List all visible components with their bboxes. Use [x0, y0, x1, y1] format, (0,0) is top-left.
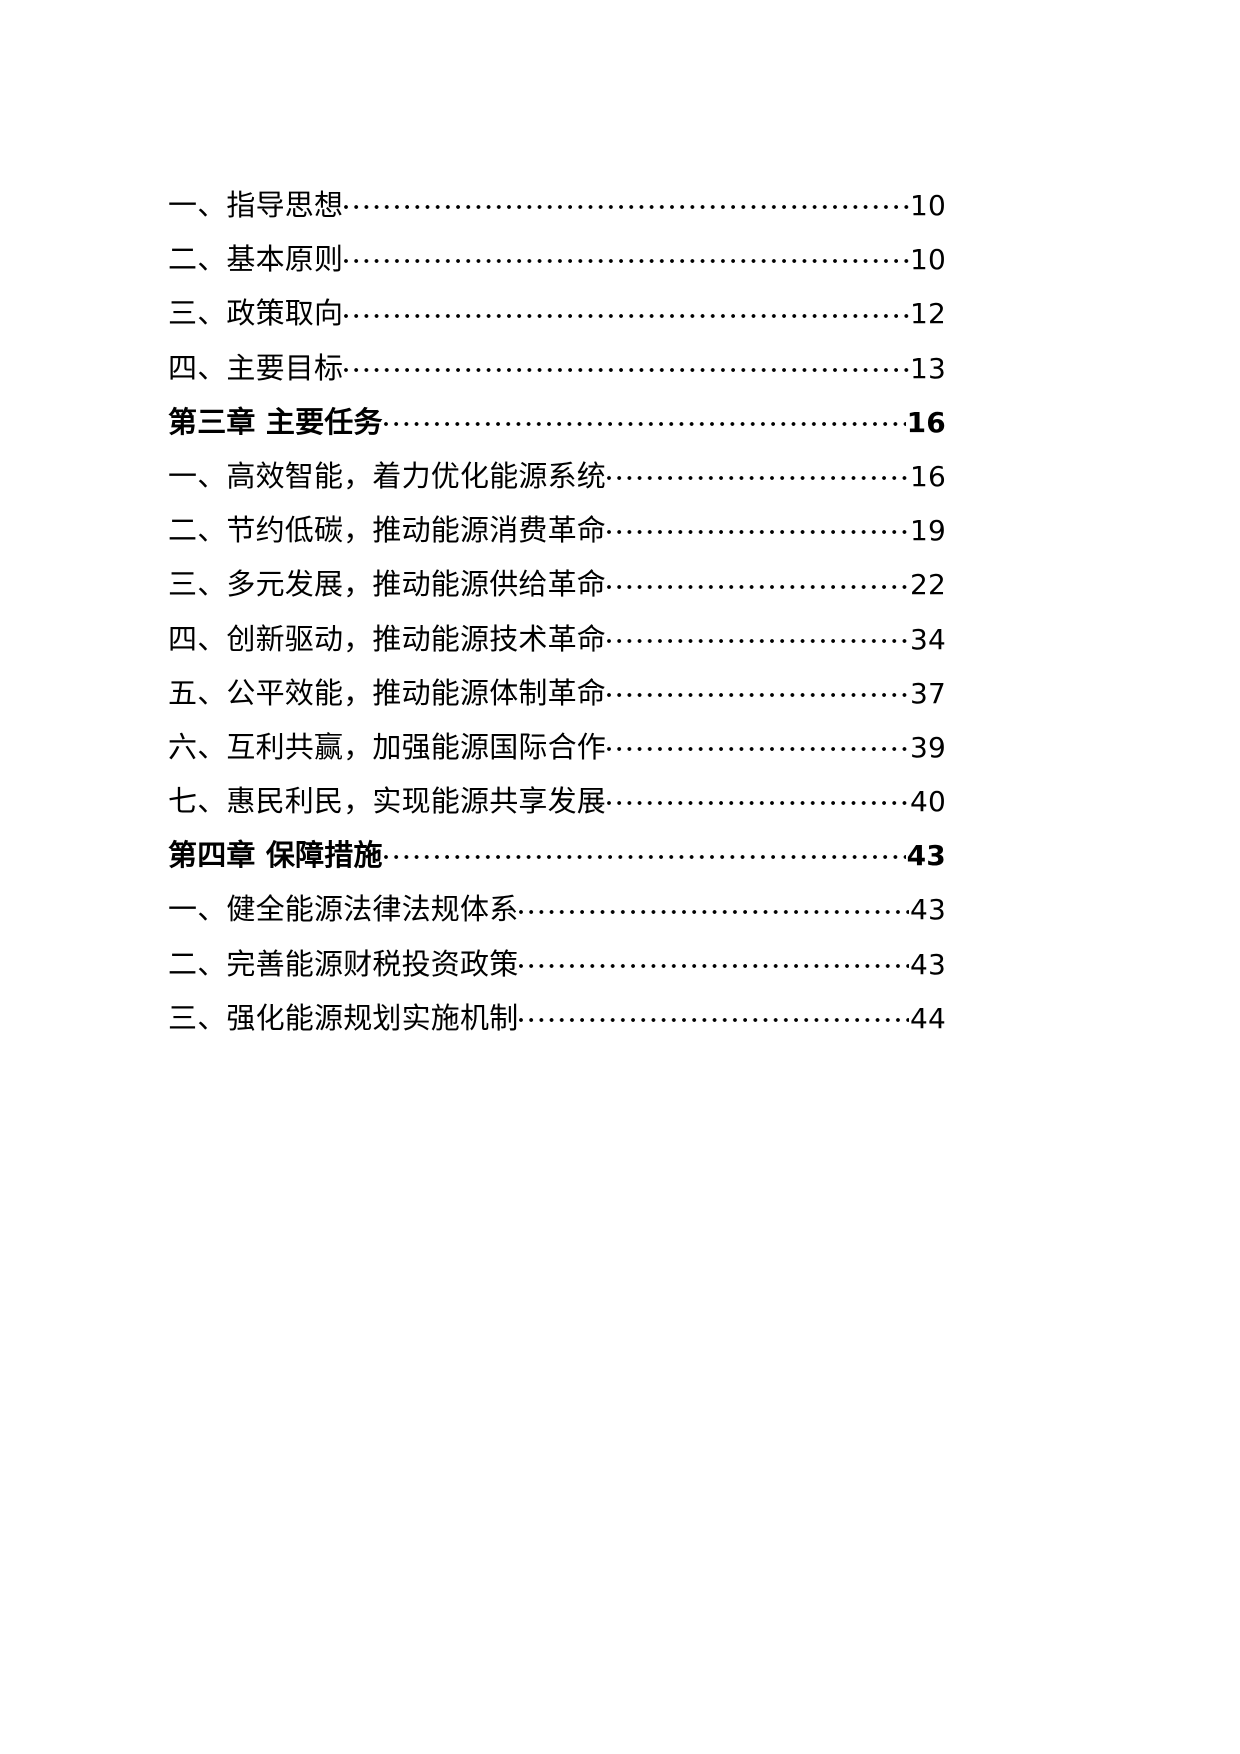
toc-entry-page-number: 19	[909, 514, 946, 548]
toc-entry-label: 三、强化能源规划实施机制	[168, 1000, 519, 1035]
toc-entry-label: 二、节约低碳，推动能源消费革命	[168, 513, 607, 548]
toc-leader-dots	[607, 728, 909, 757]
toc-leader-dots	[607, 782, 909, 811]
toc-entry-page-number: 43	[909, 893, 946, 927]
toc-entry-label: 六、互利共赢，加强能源国际合作	[168, 729, 607, 764]
toc-entry-page-number: 12	[909, 297, 946, 331]
toc-entry[interactable]: 四、主要目标 13	[168, 349, 946, 403]
toc-leader-dots	[519, 890, 909, 919]
toc-entry-label: 四、主要目标	[168, 350, 344, 385]
toc-leader-dots	[607, 674, 909, 703]
toc-entry[interactable]: 四、创新驱动，推动能源技术革命 34	[168, 620, 946, 674]
toc-entry-page-number: 43	[906, 839, 946, 873]
toc-leader-dots	[344, 294, 909, 323]
toc-entry-page-number: 34	[909, 622, 946, 656]
toc-leader-dots	[519, 999, 909, 1028]
toc-entry[interactable]: 一、健全能源法律法规体系 43	[168, 890, 946, 944]
toc-entry-page-number: 10	[909, 189, 946, 222]
toc-entry-page-number: 39	[909, 730, 946, 764]
toc-leader-dots	[607, 511, 909, 540]
toc-entry-label: 七、惠民利民，实现能源共享发展	[168, 784, 607, 819]
toc-entry[interactable]: 五、公平效能，推动能源体制革命 37	[168, 674, 946, 728]
toc-entry-page-number: 22	[909, 568, 946, 602]
toc-leader-dots	[607, 457, 909, 486]
toc-entry-page-number: 40	[909, 785, 946, 819]
toc-entry-label: 一、指导思想	[168, 188, 344, 222]
toc-entry-label: 二、基本原则	[168, 242, 344, 277]
toc-leader-dots	[344, 186, 909, 215]
toc-entry-label: 三、政策取向	[168, 296, 344, 331]
toc-entry[interactable]: 二、节约低碳，推动能源消费革命 19	[168, 511, 946, 565]
toc-entry-page-number: 44	[909, 1001, 946, 1035]
toc-entry-page-number: 10	[909, 243, 946, 277]
table-of-contents: 一、指导思想 10 二、基本原则 10 三、政策取向 12 四、主要目标 13 第三章 主要任务…	[168, 186, 946, 1053]
toc-entry-label: 三、多元发展，推动能源供给革命	[168, 567, 607, 602]
toc-entry-label: 一、高效智能，着力优化能源系统	[168, 458, 607, 493]
toc-leader-dots	[519, 945, 909, 974]
toc-entry[interactable]: 第三章 主要任务 16	[168, 403, 946, 457]
toc-entry[interactable]: 七、惠民利民，实现能源共享发展 40	[168, 782, 946, 836]
toc-entry[interactable]: 三、强化能源规划实施机制 44	[168, 999, 946, 1053]
toc-entry-page-number: 43	[909, 947, 946, 981]
toc-entry-page-number: 16	[909, 459, 946, 493]
toc-leader-dots	[344, 240, 909, 269]
toc-leader-dots	[607, 620, 909, 649]
toc-entry[interactable]: 第四章 保障措施 43	[168, 836, 946, 890]
toc-entry[interactable]: 三、多元发展，推动能源供给革命 22	[168, 565, 946, 619]
toc-entry[interactable]: 二、基本原则 10	[168, 240, 946, 294]
toc-entry[interactable]: 三、政策取向 12	[168, 294, 946, 348]
toc-entry-page-number: 16	[906, 405, 946, 439]
toc-entry-label: 第三章 主要任务	[168, 404, 383, 439]
toc-leader-dots	[344, 349, 909, 378]
toc-entry-label: 二、完善能源财税投资政策	[168, 946, 519, 981]
toc-entry-label: 一、健全能源法律法规体系	[168, 892, 519, 927]
toc-leader-dots	[607, 565, 909, 594]
toc-entry-page-number: 13	[909, 351, 946, 385]
toc-entry-label: 五、公平效能，推动能源体制革命	[168, 675, 607, 710]
toc-entry[interactable]: 一、指导思想 10	[168, 186, 946, 240]
toc-leader-dots	[383, 403, 906, 432]
toc-entry[interactable]: 二、完善能源财税投资政策 43	[168, 945, 946, 999]
toc-entry[interactable]: 一、高效智能，着力优化能源系统 16	[168, 457, 946, 511]
toc-entry-label: 四、创新驱动，推动能源技术革命	[168, 621, 607, 656]
toc-leader-dots	[383, 836, 906, 865]
toc-entry[interactable]: 六、互利共赢，加强能源国际合作 39	[168, 728, 946, 782]
toc-entry-page-number: 37	[909, 676, 946, 710]
toc-entry-label: 第四章 保障措施	[168, 838, 383, 873]
